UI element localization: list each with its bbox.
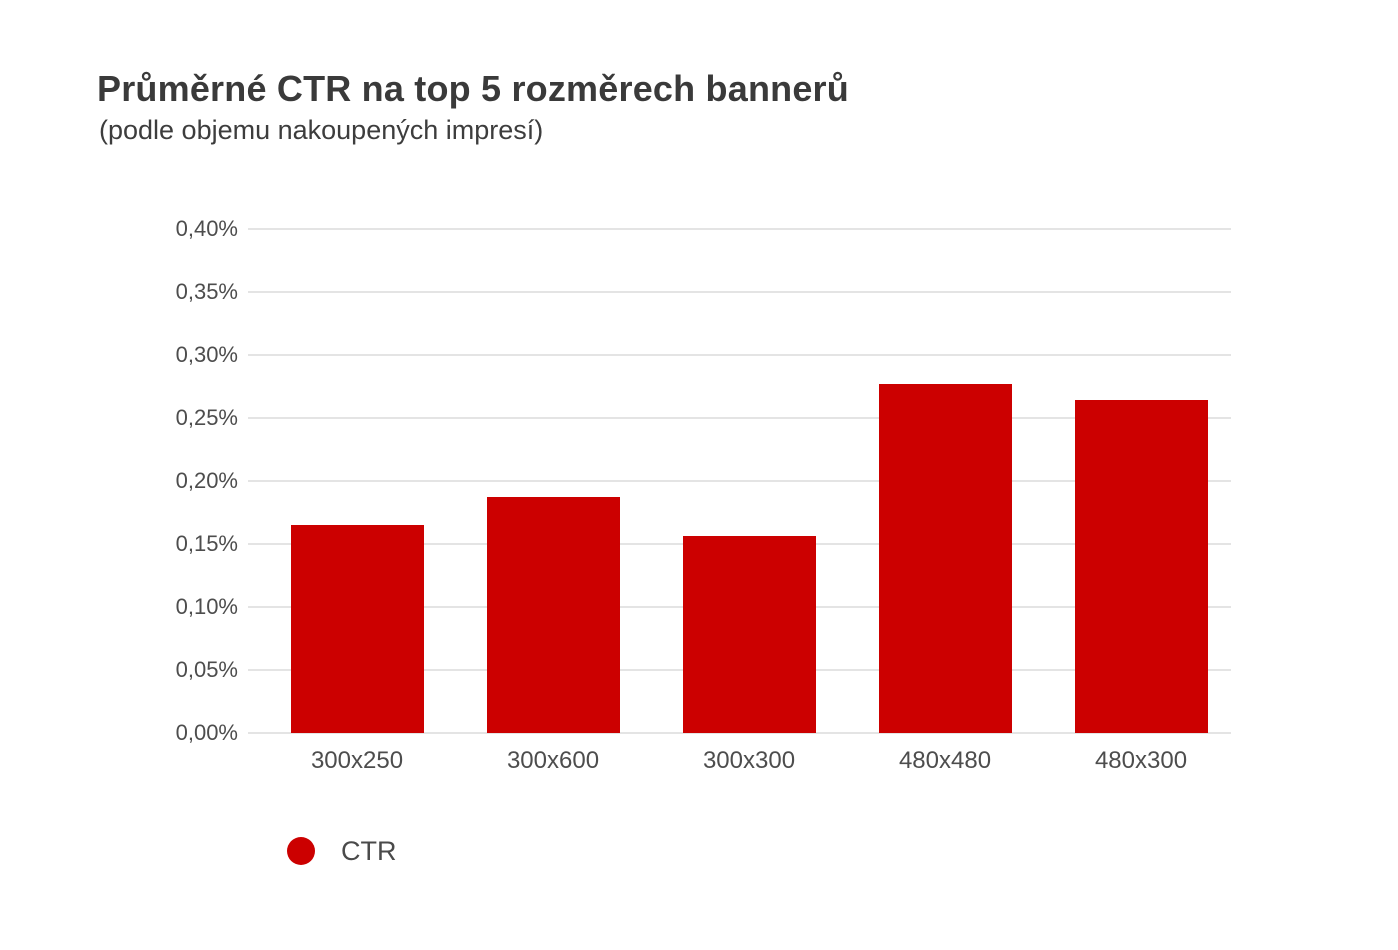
x-axis-tick-label: 480x300 [1094, 747, 1188, 774]
x-axis-tick-label: 300x250 [310, 747, 404, 774]
gridline [248, 291, 1231, 293]
y-axis-tick-label: 0,05% [175, 657, 238, 682]
x-axis-tick-label: 480x480 [898, 747, 992, 774]
x-axis-tick-label: 300x300 [702, 747, 796, 774]
y-axis-tick-label: 0,10% [175, 594, 238, 619]
gridline [248, 732, 1231, 734]
y-axis-tick-label: 0,15% [175, 531, 238, 556]
y-axis-tick-label: 0,25% [175, 405, 238, 430]
y-axis-tick-label: 0,20% [175, 468, 238, 493]
bar-300x600 [486, 497, 620, 733]
gridline [248, 354, 1231, 356]
chart-subtitle: (podle objemu nakoupených impresí) [99, 115, 544, 145]
gridline [248, 480, 1231, 482]
legend-ctr-circle-icon [287, 837, 315, 865]
plot-area: 0,00% 0,05% 0,10% 0,15% 0,20% 0,25% 0,30% 0,35%… [176, 218, 1231, 773]
bar-300x300 [682, 536, 816, 733]
chart-title: Průměrné CTR na top 5 rozměrech bannerů [97, 68, 849, 109]
y-axis-tick-label: 0,00% [175, 720, 238, 745]
bar-300x250 [290, 525, 424, 733]
legend: CTR [287, 837, 397, 865]
x-axis-tick-label: 300x600 [506, 747, 600, 774]
y-axis-tick-label: 0,40% [175, 216, 238, 241]
gridline [248, 228, 1231, 230]
legend-ctr-label: CTR [341, 835, 397, 866]
y-axis-tick-label: 0,30% [175, 342, 238, 367]
bar-480x480 [878, 383, 1012, 733]
y-axis-tick-label: 0,35% [175, 279, 238, 304]
gridline [248, 417, 1231, 419]
bar-480x300 [1074, 400, 1208, 733]
